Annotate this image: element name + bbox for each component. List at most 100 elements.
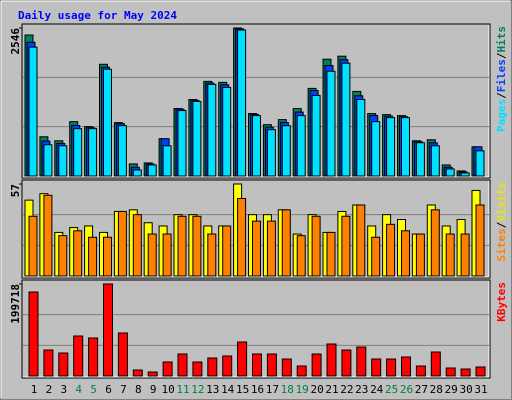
bar xyxy=(371,236,381,277)
bar xyxy=(341,215,351,277)
bar xyxy=(430,145,440,177)
x-tick-label: 26 xyxy=(400,383,413,396)
bar xyxy=(356,99,366,177)
bar xyxy=(132,214,142,277)
x-tick-label: 12 xyxy=(191,383,204,396)
bar xyxy=(415,233,425,277)
bar xyxy=(73,230,83,277)
bar xyxy=(311,353,322,377)
x-tick-label: 15 xyxy=(236,383,249,396)
bar xyxy=(266,353,277,377)
legend: Sites/Visits xyxy=(495,182,508,262)
bar xyxy=(281,209,291,277)
x-tick-label: 29 xyxy=(445,383,458,396)
x-tick-label: 17 xyxy=(266,383,279,396)
bar xyxy=(311,215,321,277)
bar xyxy=(28,215,38,277)
bar xyxy=(252,115,261,177)
bar xyxy=(460,233,470,277)
bar xyxy=(296,235,306,277)
bar xyxy=(58,145,68,177)
bar xyxy=(237,29,247,177)
chart-title: Daily usage for May 2024 xyxy=(18,9,177,22)
bar xyxy=(162,145,172,177)
bar xyxy=(88,337,99,377)
bar xyxy=(460,368,471,377)
bar xyxy=(341,349,352,377)
bar xyxy=(28,291,39,377)
x-tick-label: 4 xyxy=(75,383,82,396)
bar xyxy=(445,367,456,377)
bar xyxy=(177,353,188,377)
x-tick-label: 9 xyxy=(150,383,157,396)
bar xyxy=(371,121,381,177)
bar xyxy=(132,169,142,177)
bar xyxy=(103,236,112,277)
x-tick-label: 7 xyxy=(120,383,127,396)
x-tick-label: 1 xyxy=(31,383,38,396)
x-tick-label: 24 xyxy=(370,383,384,396)
bar xyxy=(132,369,143,377)
bar xyxy=(386,223,396,277)
bar xyxy=(237,341,248,377)
x-tick-label: 22 xyxy=(340,383,353,396)
x-tick-label: 2 xyxy=(46,383,53,396)
x-tick-label: 30 xyxy=(459,383,472,396)
x-tick-label: 8 xyxy=(135,383,142,396)
bar xyxy=(207,357,218,377)
x-tick-label: 13 xyxy=(206,383,219,396)
bar xyxy=(415,365,426,377)
x-tick-label: 23 xyxy=(355,383,368,396)
legend: KBytes xyxy=(495,282,508,322)
x-tick-label: 20 xyxy=(310,383,323,396)
bar xyxy=(386,117,396,177)
bar xyxy=(326,231,336,277)
y-tick-label: 2546 xyxy=(9,28,22,55)
legend: Pages/Files/Hits xyxy=(495,26,508,132)
legend-separator: / xyxy=(495,92,508,99)
bar xyxy=(311,94,321,177)
bar xyxy=(237,198,247,277)
bar xyxy=(177,110,187,177)
bar xyxy=(43,144,53,177)
bar xyxy=(326,70,336,177)
bar xyxy=(281,358,292,377)
bar xyxy=(147,164,157,177)
x-tick-label: 21 xyxy=(325,383,338,396)
bar xyxy=(117,125,127,177)
bar xyxy=(88,236,98,277)
bar xyxy=(192,100,202,177)
bar xyxy=(117,210,127,277)
bar xyxy=(222,355,233,377)
bar xyxy=(445,168,455,177)
bar xyxy=(401,356,411,377)
x-tick-label: 16 xyxy=(251,383,264,396)
bar xyxy=(43,349,54,377)
bar xyxy=(445,233,455,277)
bar xyxy=(73,335,84,377)
bar xyxy=(371,358,382,377)
bar xyxy=(43,194,53,277)
x-tick-label: 27 xyxy=(415,383,428,396)
legend-separator: / xyxy=(495,52,508,59)
bar xyxy=(401,117,410,177)
bar xyxy=(296,115,306,177)
x-tick-label: 19 xyxy=(296,383,309,396)
bar xyxy=(207,233,217,277)
bar xyxy=(386,358,397,377)
x-tick-label: 10 xyxy=(161,383,174,396)
bar xyxy=(356,204,366,277)
bar xyxy=(58,235,68,277)
bar xyxy=(252,353,262,377)
x-tick-label: 31 xyxy=(474,383,487,396)
x-tick-label: 18 xyxy=(281,383,294,396)
bar xyxy=(430,209,440,277)
x-tick-label: 28 xyxy=(430,383,443,396)
bar xyxy=(88,128,98,177)
bar xyxy=(460,172,470,177)
bar xyxy=(266,220,276,277)
bar xyxy=(162,361,173,377)
bar xyxy=(341,62,351,177)
legend-entry: Visits xyxy=(495,182,508,222)
